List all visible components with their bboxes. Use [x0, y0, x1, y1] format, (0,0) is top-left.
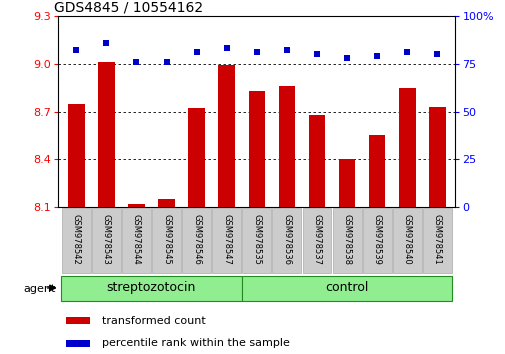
- Text: streptozotocin: streptozotocin: [107, 281, 196, 295]
- Point: [312, 51, 320, 57]
- Point: [252, 50, 261, 55]
- Bar: [422, 209, 451, 273]
- Text: percentile rank within the sample: percentile rank within the sample: [102, 338, 289, 348]
- Text: transformed count: transformed count: [102, 316, 205, 326]
- Bar: [61, 276, 241, 301]
- Bar: [188, 108, 205, 207]
- Text: GSM978536: GSM978536: [282, 214, 291, 265]
- Bar: [242, 209, 271, 273]
- Bar: [392, 209, 421, 273]
- Bar: [248, 91, 265, 207]
- Bar: [212, 209, 241, 273]
- Bar: [68, 104, 84, 207]
- Point: [102, 40, 110, 46]
- Point: [282, 47, 290, 53]
- Text: GSM978545: GSM978545: [162, 214, 171, 265]
- Bar: [182, 209, 211, 273]
- Text: GSM978540: GSM978540: [402, 214, 411, 265]
- Text: GSM978538: GSM978538: [342, 214, 351, 265]
- Text: GDS4845 / 10554162: GDS4845 / 10554162: [54, 1, 203, 15]
- Text: GSM978537: GSM978537: [312, 214, 321, 265]
- Bar: [62, 209, 90, 273]
- Text: control: control: [325, 281, 368, 295]
- Bar: [308, 115, 325, 207]
- Text: GSM978544: GSM978544: [132, 214, 141, 265]
- Point: [342, 55, 350, 61]
- Point: [132, 59, 140, 65]
- Bar: [152, 209, 181, 273]
- Bar: [272, 209, 301, 273]
- Bar: [218, 65, 234, 207]
- Bar: [428, 107, 445, 207]
- Point: [72, 47, 80, 53]
- Bar: [128, 204, 144, 207]
- Bar: [278, 86, 294, 207]
- Point: [192, 50, 200, 55]
- Point: [402, 50, 411, 55]
- Point: [162, 59, 170, 65]
- Point: [222, 46, 230, 51]
- Text: GSM978543: GSM978543: [102, 214, 111, 265]
- Bar: [98, 62, 115, 207]
- Bar: [368, 136, 385, 207]
- Bar: [242, 276, 451, 301]
- Text: GSM978542: GSM978542: [72, 214, 81, 265]
- Text: agent: agent: [23, 284, 56, 293]
- Bar: [362, 209, 391, 273]
- Bar: [302, 209, 331, 273]
- Bar: [92, 209, 121, 273]
- Text: GSM978547: GSM978547: [222, 214, 231, 265]
- Point: [372, 53, 380, 59]
- Text: GSM978541: GSM978541: [432, 214, 441, 265]
- Bar: [338, 159, 355, 207]
- Text: GSM978546: GSM978546: [192, 214, 200, 265]
- Bar: [158, 199, 174, 207]
- Text: GSM978539: GSM978539: [372, 214, 381, 265]
- Bar: [122, 209, 150, 273]
- Bar: [398, 88, 415, 207]
- Point: [432, 51, 440, 57]
- Bar: [66, 317, 90, 324]
- Bar: [332, 209, 361, 273]
- Text: GSM978535: GSM978535: [252, 214, 261, 265]
- Bar: [66, 339, 90, 347]
